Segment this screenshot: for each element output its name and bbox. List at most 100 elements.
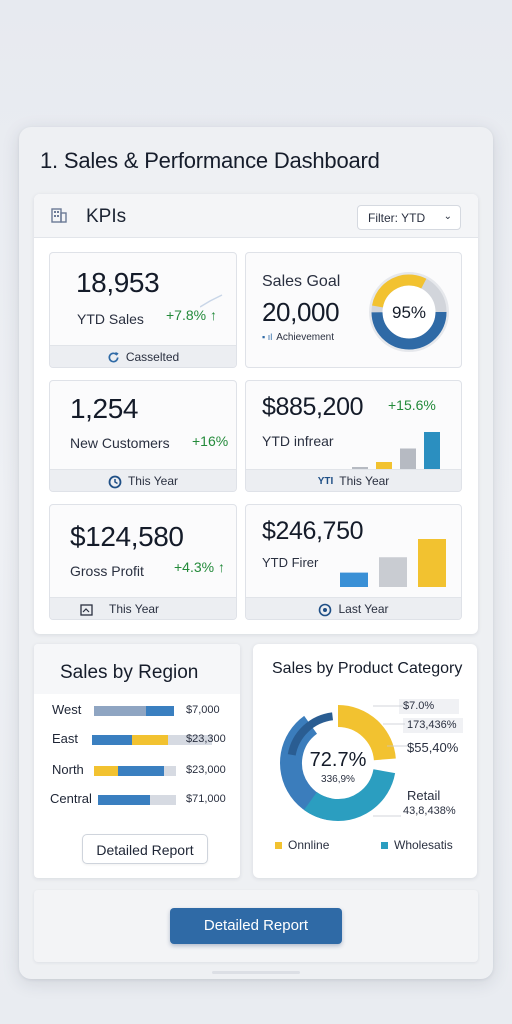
region-header: Sales by Region (34, 644, 240, 694)
filter-label: Filter: YTD (368, 211, 426, 225)
sales-goal-caption-text: Achievement (276, 332, 335, 343)
clock-icon (108, 475, 122, 489)
category-label-4: Retail (407, 788, 441, 803)
region-name: West (52, 702, 82, 717)
kpi-title: KPIs (86, 206, 127, 227)
legend-label: Onnline (288, 838, 330, 852)
chart-mini-icon: ▪ ıl (262, 332, 273, 342)
ytd-sales-label: YTD Sales (77, 311, 144, 327)
ytd-profit-mini-chart (340, 539, 446, 587)
mini-bar-2 (379, 557, 407, 587)
trend-line-icon (200, 294, 223, 308)
ytd-revenue-change: +15.6% (388, 397, 436, 413)
goal-ring-blue (371, 274, 447, 350)
donut-center-sub: 336,9% (321, 774, 355, 785)
ytd-revenue-value: $885,200 (262, 393, 364, 421)
ytd-profit-footer-text: Last Year (338, 602, 389, 616)
ytd-profit-footer: Last Year (246, 597, 461, 619)
ytd-badge-icon: YTI (317, 476, 334, 488)
sales-by-category-card: Sales by Product Category 72.7% 336,9% $… (253, 644, 477, 878)
footer-action-card: Detailed Report (34, 890, 478, 962)
ytd-revenue-label: YTD infrear (262, 433, 334, 449)
gross-profit-footer-text: This Year (109, 602, 160, 616)
category-label-3: $55,40% (407, 740, 459, 755)
region-bar (92, 735, 212, 745)
category-donut-chart: 72.7% 336,9% (280, 705, 396, 821)
sales-by-region-card: Sales by Region West $7,000 East $23,300… (34, 644, 240, 878)
donut-segment-yellow (280, 705, 396, 821)
new-customers-footer-text: This Year (127, 474, 179, 488)
building-icon (51, 208, 67, 223)
kpi-card-ytd-sales[interactable]: 18,953 YTD Sales +7.8% ↑ Casselted (49, 252, 237, 368)
region-row-central: Central $71,000 (34, 791, 240, 811)
kpi-card-ytd-revenue[interactable]: $885,200 +15.6% YTD infrear YTI This Year (245, 380, 462, 492)
ytd-revenue-footer: YTI This Year (246, 469, 461, 491)
ytd-sales-footer: Casselted (50, 345, 236, 367)
kpi-section: KPIs Filter: YTD ⌄ 18,953 YTD Sales +7.8… (34, 194, 478, 634)
kpi-card-sales-goal[interactable]: Sales Goal 20,000 ▪ ıl Achievement 95% (245, 252, 462, 368)
new-customers-change: +16% (192, 433, 229, 449)
category-label-1: $7.0% (403, 700, 435, 712)
region-name: East (52, 731, 79, 746)
bottom-divider (212, 971, 300, 974)
mini-bar-3 (418, 539, 446, 587)
ytd-revenue-mini-chart (352, 432, 440, 471)
mini-bar-1 (340, 572, 368, 587)
category-label-box (399, 699, 459, 714)
region-value: $71,000 (186, 793, 226, 805)
detailed-report-button[interactable]: Detailed Report (170, 908, 342, 944)
target-icon (319, 603, 332, 617)
ytd-profit-label: YTD Firer (262, 555, 319, 570)
region-bar (98, 795, 176, 805)
region-bar (94, 766, 176, 776)
ytd-profit-value: $246,750 (262, 517, 364, 545)
gross-profit-label: Gross Profit (70, 563, 144, 579)
category-label-5: 43,8,438% (403, 805, 456, 817)
page-title: 1. Sales & Performance Dashboard (40, 148, 380, 173)
ytd-sales-footer-text: Casselted (125, 350, 180, 364)
kpi-card-ytd-profit[interactable]: $246,750 YTD Firer Last Year (245, 504, 462, 620)
sales-goal-caption: ▪ ıl Achievement (262, 332, 334, 343)
ytd-revenue-footer-text: This Year (339, 474, 390, 488)
gross-profit-value: $124,580 (70, 521, 184, 552)
legend-item-online: Onnline (275, 838, 329, 852)
gross-profit-change: +4.3% ↑ (174, 559, 225, 575)
region-value: $7,000 (186, 704, 220, 716)
leader-lines (373, 705, 407, 817)
new-customers-footer: This Year (50, 469, 236, 491)
legend-label: Wholesatis (394, 838, 453, 852)
refresh-icon (108, 352, 119, 363)
region-row-west: West $7,000 (34, 702, 240, 722)
region-title: Sales by Region (60, 662, 199, 683)
filter-dropdown[interactable]: Filter: YTD ⌄ (357, 205, 461, 230)
kpi-header: KPIs Filter: YTD ⌄ (34, 194, 478, 238)
category-title: Sales by Product Category (272, 660, 463, 677)
kpi-card-gross-profit[interactable]: $124,580 Gross Profit +4.3% ↑ This Year (49, 504, 237, 620)
new-customers-label: New Customers (70, 435, 170, 451)
chevron-down-icon: ⌄ (443, 211, 452, 222)
ytd-sales-change: +7.8% ↑ (166, 307, 217, 323)
sales-goal-label: Sales Goal (262, 273, 341, 290)
goal-percent: 95% (392, 303, 426, 322)
legend-dot-yellow (275, 842, 282, 850)
kpi-card-new-customers[interactable]: 1,254 New Customers +16% This Year (49, 380, 237, 492)
gross-profit-footer: This Year (50, 597, 236, 619)
ytd-sales-value: 18,953 (76, 267, 160, 298)
region-detailed-report-button[interactable]: Detailed Report (82, 834, 208, 864)
region-name: North (52, 762, 84, 777)
region-value: $23,000 (186, 764, 226, 776)
legend-dot-teal (381, 842, 388, 850)
mini-bar-2 (376, 462, 392, 471)
legend-item-wholesale: Wholesatis (381, 838, 453, 852)
image-frame-icon (80, 604, 93, 616)
goal-progress-ring: 95% (369, 272, 449, 352)
region-row-east: East $23,300 (34, 731, 240, 751)
region-value: $23,300 (186, 733, 226, 745)
mini-bar-4 (424, 432, 440, 471)
region-name: Central (50, 791, 92, 806)
region-bar (94, 706, 174, 716)
mini-bar-3 (400, 448, 416, 471)
sales-goal-value: 20,000 (262, 297, 340, 327)
category-label-box (403, 718, 463, 733)
donut-center-value: 72.7% (310, 749, 367, 771)
